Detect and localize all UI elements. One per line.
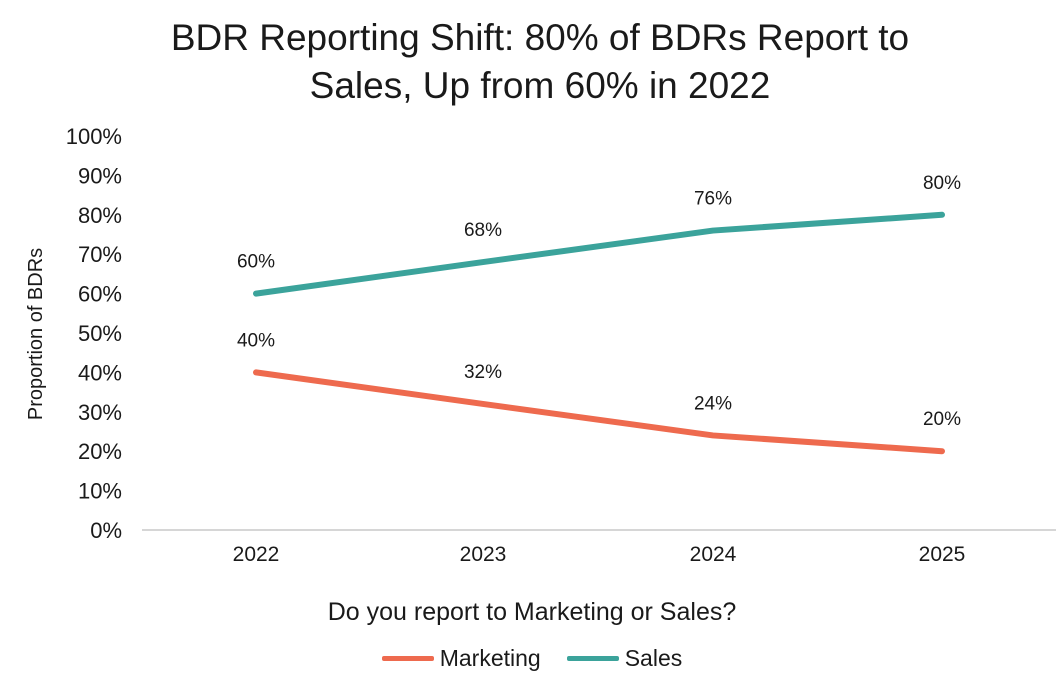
chart-title-line-1: BDR Reporting Shift: 80% of BDRs Report … [170,17,910,58]
y-tick-label: 0% [90,518,122,543]
y-tick-label: 80% [78,203,122,228]
legend-label-marketing: Marketing [439,645,541,671]
legend-swatch-marketing [381,656,434,661]
y-tick-label: 60% [78,282,122,307]
y-tick-label: 10% [78,479,122,504]
data-label-sales: 80% [923,173,961,194]
x-tick-label: 2024 [690,543,737,566]
legend: Marketing Sales [0,645,1064,672]
y-axis-ticks: 0% 10% 20% 30% 40% 50% 60% 70% 80% 90% 100% [66,124,122,543]
legend-swatch-sales [566,656,619,661]
data-label-marketing: 20% [923,409,961,430]
x-tick-label: 2025 [919,543,966,566]
legend-item-marketing: Marketing [381,645,541,672]
series-line-sales [253,211,945,297]
series-lines [253,211,945,455]
chart-title: BDR Reporting Shift: 80% of BDRs Report … [40,14,1040,110]
data-label-marketing: 32% [464,362,502,383]
data-label-sales: 68% [464,220,502,241]
legend-label-sales: Sales [624,645,683,671]
y-tick-label: 30% [78,400,122,425]
data-labels: 40% 32% 24% 20% 60% 68% 76% 80% [237,173,961,430]
x-tick-label: 2022 [233,543,280,566]
y-tick-label: 100% [66,124,122,149]
y-tick-label: 20% [78,439,122,464]
y-tick-label: 70% [78,242,122,267]
data-label-sales: 76% [694,189,732,210]
data-label-marketing: 40% [237,330,275,351]
data-label-marketing: 24% [694,393,732,414]
y-tick-label: 40% [78,360,122,385]
x-axis-ticks: 2022 2023 2024 2025 [233,543,966,566]
line-chart: 0%10%20%30%40%50%60%70%80%90%100% 2022 20… [25,124,1056,566]
chart-title-line-2: Sales, Up from 60% in 2022 [309,65,771,106]
data-label-sales: 60% [237,252,275,273]
series-line-marketing [253,369,945,455]
x-tick-label: 2023 [460,543,507,566]
legend-item-sales: Sales [566,645,683,672]
y-tick-label: 90% [78,163,122,188]
y-tick-label: 50% [78,321,122,346]
x-axis-label: Do you report to Marketing or Sales? [327,598,737,626]
y-axis-label: Proportion of BDRs [25,248,47,420]
